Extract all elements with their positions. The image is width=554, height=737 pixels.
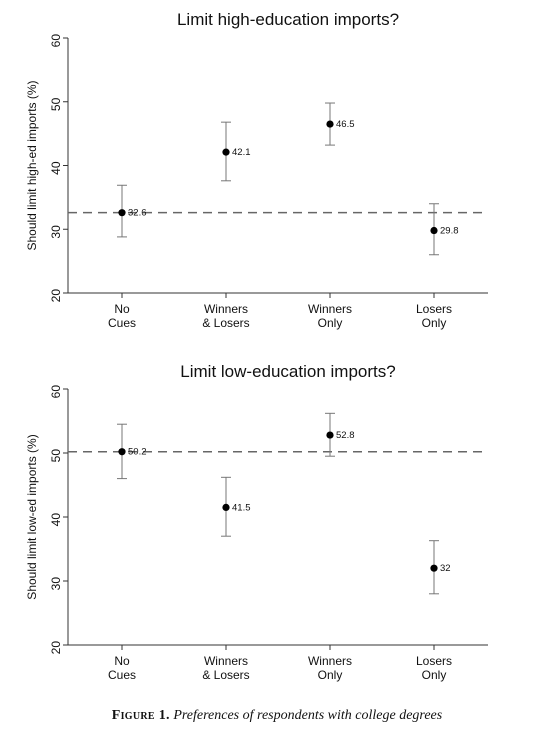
figure-caption: Figure 1. Preferences of respondents wit… [0, 708, 554, 724]
data-point [326, 120, 334, 128]
chart-title: Limit high-education imports? [177, 10, 399, 29]
caption-label: Figure 1. [111, 708, 170, 723]
data-label: 42.1 [232, 147, 251, 158]
y-tick-label: 40 [49, 161, 63, 175]
caption-text: Preferences of respondents with college … [173, 708, 443, 723]
y-axis-label: Should limit low-ed imports (%) [25, 434, 39, 599]
chart-panel-2: Limit low-education imports? Should limit… [25, 362, 488, 682]
chart-title: Limit low-education imports? [180, 362, 395, 381]
data-label: 50.2 [128, 447, 147, 458]
x-tick-label: Losers Only [416, 654, 452, 682]
data-label: 32 [440, 563, 451, 574]
data-point [222, 148, 230, 156]
x-tick-label: No Cues [108, 302, 136, 330]
data-point [222, 503, 230, 511]
data-label: 46.5 [336, 119, 355, 130]
x-tick-label: Winners Only [308, 302, 352, 330]
y-tick-label: 50 [49, 449, 63, 463]
data-point [118, 209, 126, 217]
data-label: 52.8 [336, 430, 355, 441]
data-label: 29.8 [440, 226, 459, 237]
y-tick-label: 60 [49, 34, 63, 48]
y-tick-label: 30 [49, 225, 63, 239]
chart-panel-1: Limit high-education imports? Should limi… [25, 10, 488, 330]
data-point [430, 226, 438, 235]
y-tick-label: 30 [49, 577, 63, 591]
data-point [326, 431, 334, 439]
y-tick-label: 20 [49, 641, 63, 655]
data-point [118, 448, 126, 456]
data-label: 41.5 [232, 502, 251, 513]
y-tick-label: 50 [49, 97, 63, 111]
y-axis-label: Should limit high-ed imports (%) [25, 80, 39, 250]
data-label: 32.6 [128, 208, 147, 219]
y-tick-label: 60 [49, 385, 63, 399]
x-tick-label: Losers Only [416, 302, 452, 330]
y-tick-label: 40 [49, 513, 63, 527]
data-point [430, 564, 438, 572]
x-tick-label: No Cues [108, 654, 136, 682]
x-tick-label: Winners & Losers [202, 654, 249, 682]
x-tick-label: Winners Only [308, 654, 352, 682]
y-tick-label: 20 [49, 289, 63, 303]
x-tick-label: Winners & Losers [202, 302, 249, 330]
